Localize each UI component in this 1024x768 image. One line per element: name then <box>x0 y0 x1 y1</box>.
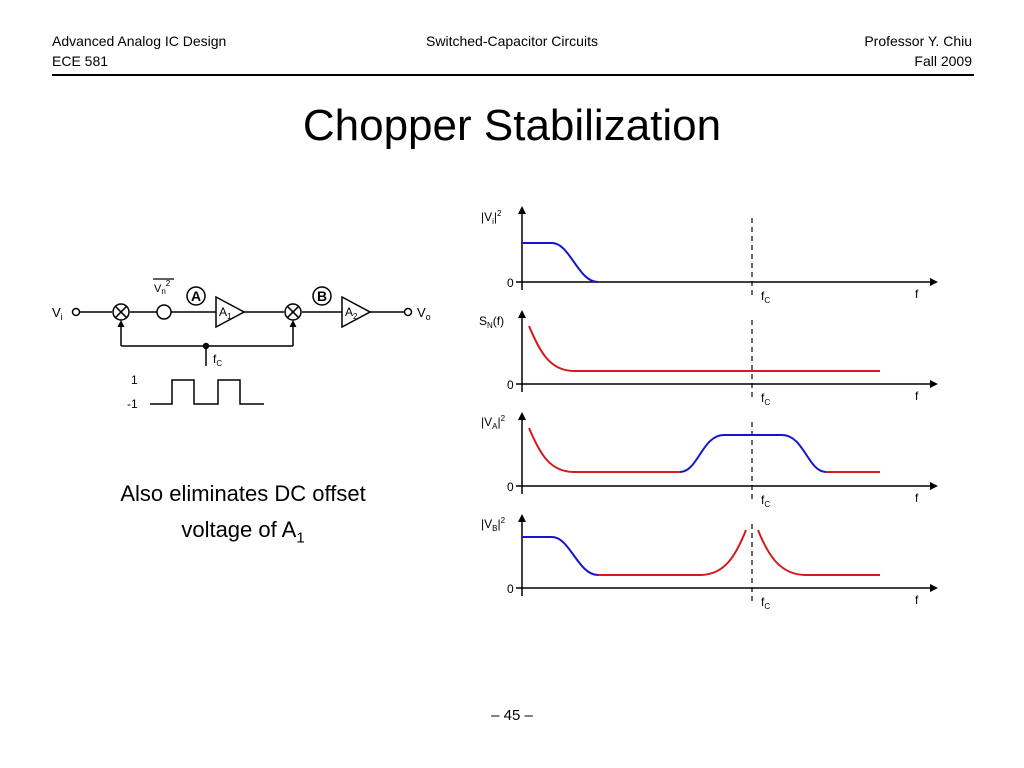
plot-noise-ylabel: SN(f) <box>479 314 504 330</box>
output-label: Vo <box>417 305 431 322</box>
slide-note: Also eliminates DC offset voltage of A1 <box>68 476 418 556</box>
plot-vb-y-arrow <box>518 514 526 522</box>
plot-vb-zero: 0 <box>507 582 514 596</box>
plot-vi-ylabel: |Vi|2 <box>481 209 502 226</box>
header-right: Professor Y. Chiu Fall 2009 <box>864 31 972 71</box>
plot-noise-fc: fC <box>761 391 770 407</box>
course-code: ECE 581 <box>52 53 109 69</box>
chopper-circuit <box>71 278 413 405</box>
amp1-label: A1 <box>219 305 232 321</box>
plot-noise-f: f <box>915 389 919 403</box>
amp2-label: A2 <box>345 305 358 321</box>
mixer-2 <box>284 303 302 321</box>
output-terminal <box>403 307 413 317</box>
plot-noise-y-arrow <box>518 310 526 318</box>
plot-va-zero: 0 <box>507 480 514 494</box>
note-line-2-text: voltage of A <box>181 517 297 542</box>
header-topic: Switched-Capacitor Circuits <box>426 33 598 49</box>
amplifier-a1 <box>215 295 246 329</box>
plot-vb-f: f <box>915 593 919 607</box>
plot-va-fc: fC <box>761 493 770 509</box>
noise-source <box>156 304 172 320</box>
amplifier-a2 <box>341 295 372 329</box>
noise-label: Vn2 <box>154 279 171 296</box>
plot-noise-x-arrow <box>930 380 938 388</box>
plot-vb-x-arrow <box>930 584 938 592</box>
plot-va-x-arrow <box>930 482 938 490</box>
header-left: Advanced Analog IC Design ECE 581 <box>52 31 226 71</box>
clock-square-wave <box>150 379 264 405</box>
clock-arrow-1 <box>117 320 125 327</box>
plot-noise-zero: 0 <box>507 378 514 392</box>
plot-va-spectrum: |VA|2 0 fC f <box>481 412 938 509</box>
note-line-1: Also eliminates DC offset <box>120 481 366 506</box>
plot-va-ylabel: |VA|2 <box>481 414 506 431</box>
plot-vb-noise-right <box>757 529 880 576</box>
level-low-label: -1 <box>127 397 138 411</box>
plot-va-noise-low <box>528 427 680 473</box>
clock-label: fC <box>213 352 222 368</box>
node-a-circle <box>186 286 206 306</box>
mixer-1 <box>112 303 130 321</box>
plot-vb-noise-left <box>598 529 747 576</box>
plot-vi-signal-curve <box>522 242 599 283</box>
plot-vi-x-arrow <box>930 278 938 286</box>
note-line-2: voltage of A1 <box>68 512 418 556</box>
input-terminal <box>71 307 81 317</box>
plot-noise-spectrum: SN(f) 0 fC f <box>479 310 938 407</box>
plot-vb-ylabel: |VB|2 <box>481 516 506 533</box>
page-number: – 45 – <box>491 707 533 724</box>
note-line-2-sub: 1 <box>296 529 305 547</box>
plot-vi-fc: fC <box>761 289 770 305</box>
node-a-label: A <box>191 288 201 304</box>
slide-title: Chopper Stabilization <box>302 101 722 150</box>
plot-vb-spectrum: |VB|2 0 fC f <box>481 514 938 611</box>
plot-vi-spectrum: |Vi|2 0 fC f <box>481 206 938 305</box>
term: Fall 2009 <box>914 53 972 69</box>
plot-vi-f: f <box>915 287 919 301</box>
professor-name: Professor Y. Chiu <box>864 33 972 49</box>
plot-vb-fc: fC <box>761 595 770 611</box>
plot-vi-y-arrow <box>518 206 526 214</box>
header-divider <box>52 74 974 76</box>
clock-arrow-2 <box>289 320 297 327</box>
plot-va-signal-modulated <box>679 434 827 473</box>
plot-noise-flicker-curve <box>528 325 880 372</box>
input-label: Vi <box>52 305 63 322</box>
plot-va-f: f <box>915 491 919 505</box>
node-b-label: B <box>317 288 327 304</box>
course-title: Advanced Analog IC Design <box>52 33 227 49</box>
plot-vi-zero: 0 <box>507 276 514 290</box>
plot-vb-signal-baseband <box>522 536 599 576</box>
clock-junction <box>202 342 210 350</box>
level-high-label: 1 <box>131 373 138 387</box>
node-b-circle <box>312 286 332 306</box>
plot-va-y-arrow <box>518 412 526 420</box>
